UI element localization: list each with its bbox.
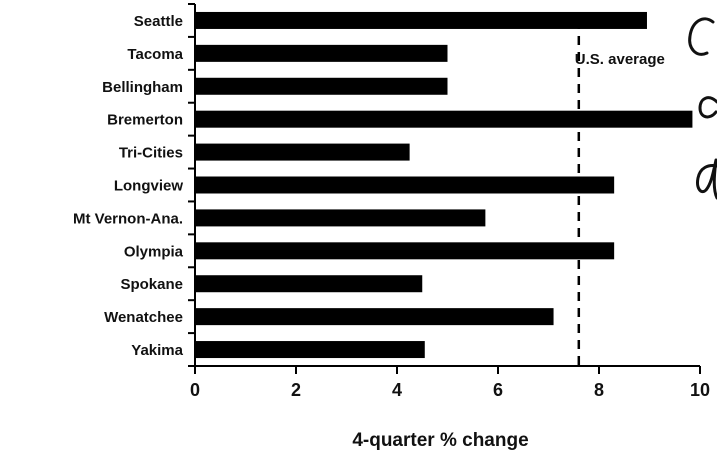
category-label-bellingham: Bellingham	[102, 79, 183, 96]
handwritten-scribble	[688, 17, 717, 200]
category-labels: Seattle Tacoma Bellingham Bremerton Tri-Citi…	[73, 13, 184, 359]
category-label-mt-vernon-ana: Mt Vernon-Ana.	[73, 210, 183, 227]
x-axis-title: 4-quarter % change	[352, 430, 528, 451]
x-tick-label: 0	[190, 380, 200, 400]
x-tick-label: 10	[690, 380, 710, 400]
category-label-olympia: Olympia	[124, 243, 184, 260]
bar-seattle	[195, 11, 647, 29]
bar-tacoma	[195, 44, 448, 62]
category-label-yakima: Yakima	[131, 342, 183, 359]
bar-mt-vernon-ana	[195, 209, 486, 227]
us-average-label: U.S. average	[575, 51, 665, 68]
category-label-seattle: Seattle	[134, 13, 183, 30]
bar-bremerton	[195, 110, 693, 128]
bar-tri-cities	[195, 143, 410, 161]
x-tick-label: 8	[594, 380, 604, 400]
category-label-longview: Longview	[114, 178, 184, 195]
category-label-wenatchee: Wenatchee	[104, 309, 183, 326]
category-label-tri-cities: Tri-Cities	[119, 145, 183, 162]
category-label-spokane: Spokane	[120, 276, 183, 293]
category-label-tacoma: Tacoma	[127, 46, 183, 63]
x-tick-label: 4	[392, 380, 402, 400]
bars-group	[195, 11, 693, 359]
bar-yakima	[195, 341, 425, 359]
y-axis-ticks	[188, 3, 195, 367]
bar-bellingham	[195, 77, 448, 95]
bar-olympia	[195, 242, 615, 260]
bar-wenatchee	[195, 308, 554, 326]
x-tick-label: 2	[291, 380, 301, 400]
category-label-bremerton: Bremerton	[107, 112, 183, 129]
bar-spokane	[195, 275, 423, 293]
bar-longview	[195, 176, 615, 194]
x-tick-label: 6	[493, 380, 503, 400]
x-axis-ticks: 0 2 4 6 8 10	[190, 366, 710, 400]
